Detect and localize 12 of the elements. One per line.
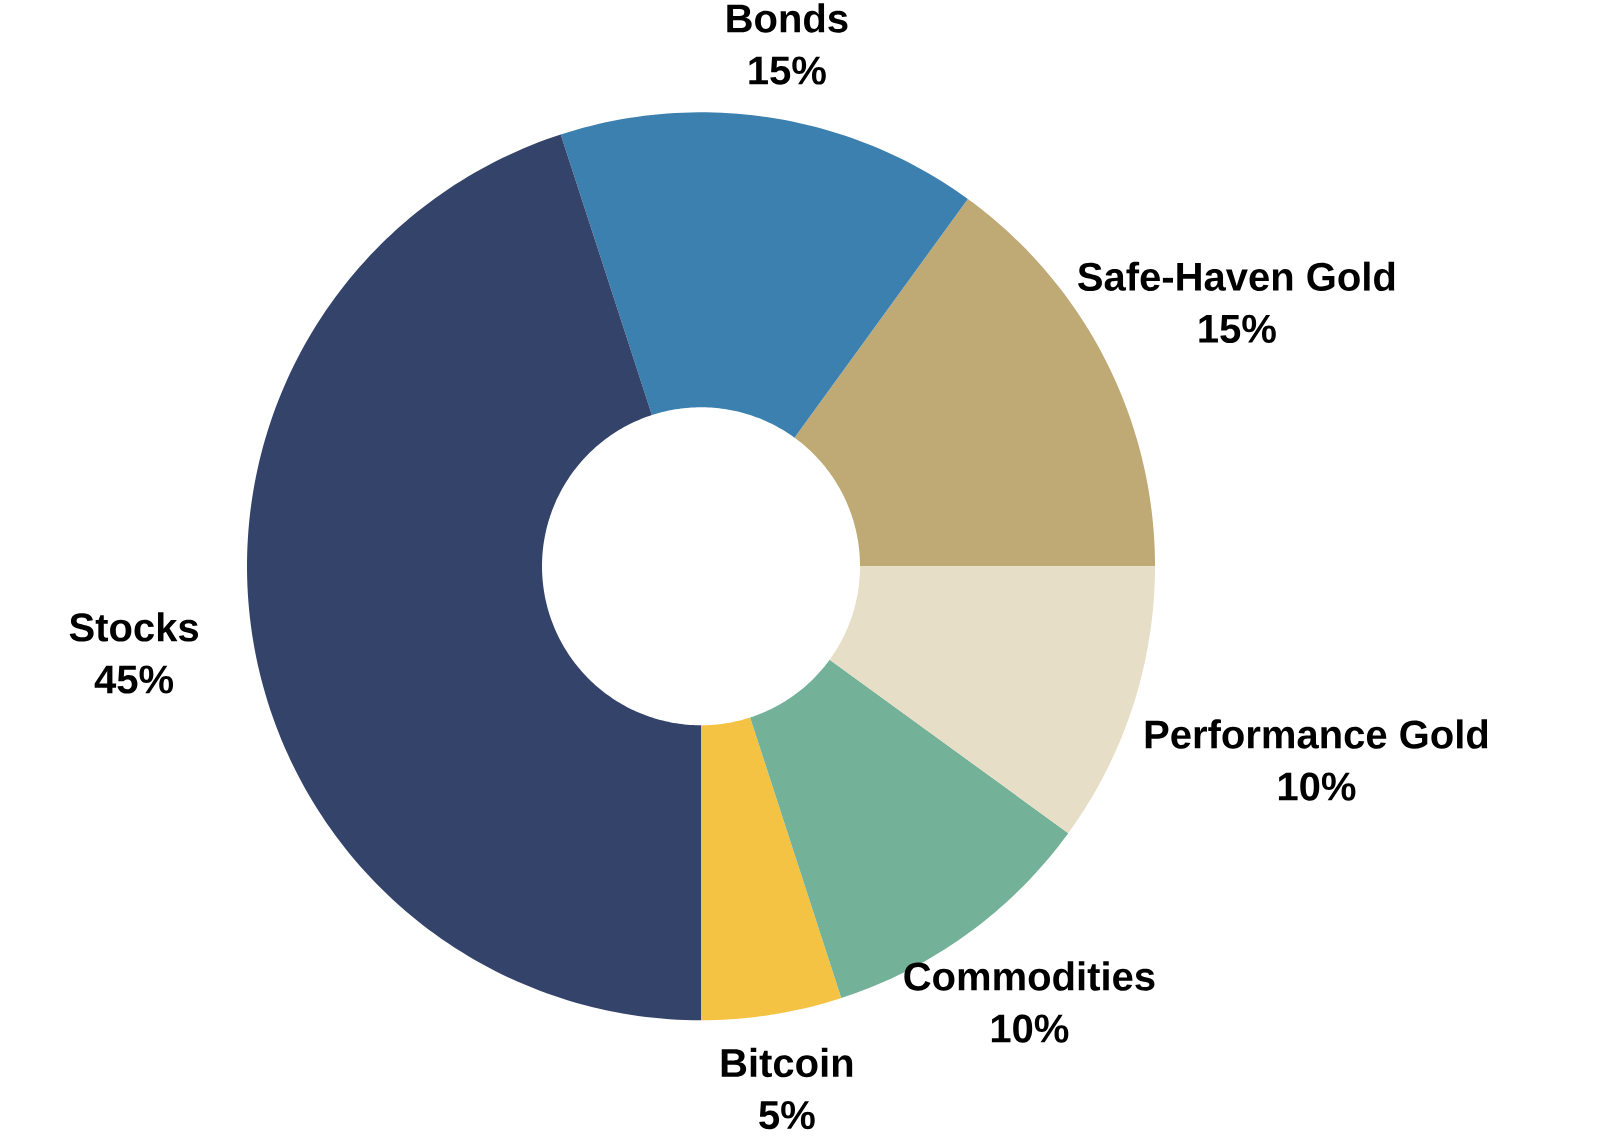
data-label: 10% <box>991 1014 1069 1043</box>
slice-label: Stocks <box>69 612 199 642</box>
data-label: 5% <box>759 1100 815 1130</box>
data-label: 45% <box>94 665 174 694</box>
data-label: 10% <box>1278 772 1356 801</box>
data-label: 15% <box>1199 314 1276 343</box>
slice-label: Commodities <box>904 961 1155 991</box>
slice-label: Bitcoin <box>721 1047 853 1078</box>
slice-label: Performance Gold <box>1145 719 1488 749</box>
data-label: 15% <box>749 56 826 85</box>
slice-label: Safe-Haven Gold <box>1077 261 1395 291</box>
slice-label: Bonds <box>727 3 848 33</box>
